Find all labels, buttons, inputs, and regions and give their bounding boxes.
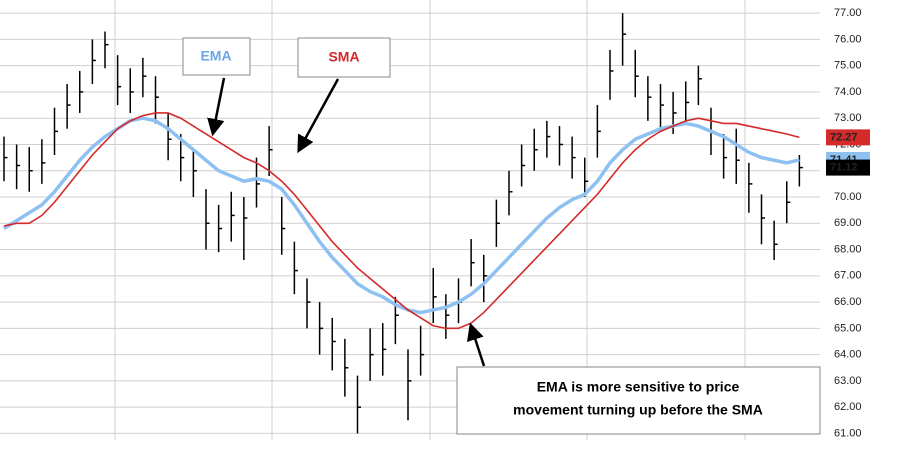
note-line: movement turning up before the SMA <box>513 402 763 418</box>
y-tick-label: 69.00 <box>834 217 862 229</box>
ema-box <box>182 37 251 76</box>
y-tick-label: 63.00 <box>834 375 862 387</box>
sma-box <box>297 37 391 78</box>
ema-label: EMA <box>200 48 231 64</box>
y-tick-label: 62.00 <box>834 401 862 413</box>
y-tick-label: 68.00 <box>834 243 862 255</box>
plot <box>0 12 820 434</box>
sma-label: SMA <box>328 49 359 65</box>
arrow <box>467 322 486 367</box>
last-value-badge <box>826 159 870 176</box>
y-tick-label: 76.00 <box>834 33 862 45</box>
y-tick-label: 70.00 <box>834 191 862 203</box>
annotations: EMA SMA EMA is more sensitive to price m… <box>182 37 821 435</box>
last-value-label: 71.12 <box>830 162 858 174</box>
note-line: EMA is more sensitive to price <box>537 379 740 395</box>
arrow <box>207 77 226 137</box>
y-tick-label: 61.00 <box>834 427 862 439</box>
arrow <box>297 78 340 154</box>
y-axis: 61.00 62.00 63.00 64.00 65.00 66.00 67.00 68.00… <box>826 7 870 439</box>
last-value-badge <box>826 129 870 146</box>
y-tick-label: 74.00 <box>834 86 862 98</box>
y-tick-label: 64.00 <box>834 349 862 361</box>
y-tick-label: 73.00 <box>834 112 862 124</box>
y-tick-label: 67.00 <box>834 270 862 282</box>
line-sma <box>3 112 800 330</box>
last-value-label: 72.27 <box>830 131 858 143</box>
note-box <box>456 366 821 435</box>
y-tick-label: 65.00 <box>834 322 862 334</box>
line-ema <box>3 116 800 315</box>
y-tick-label: 77.00 <box>834 7 862 19</box>
y-tick-label: 66.00 <box>834 296 862 308</box>
y-tick-label: 75.00 <box>834 60 862 72</box>
